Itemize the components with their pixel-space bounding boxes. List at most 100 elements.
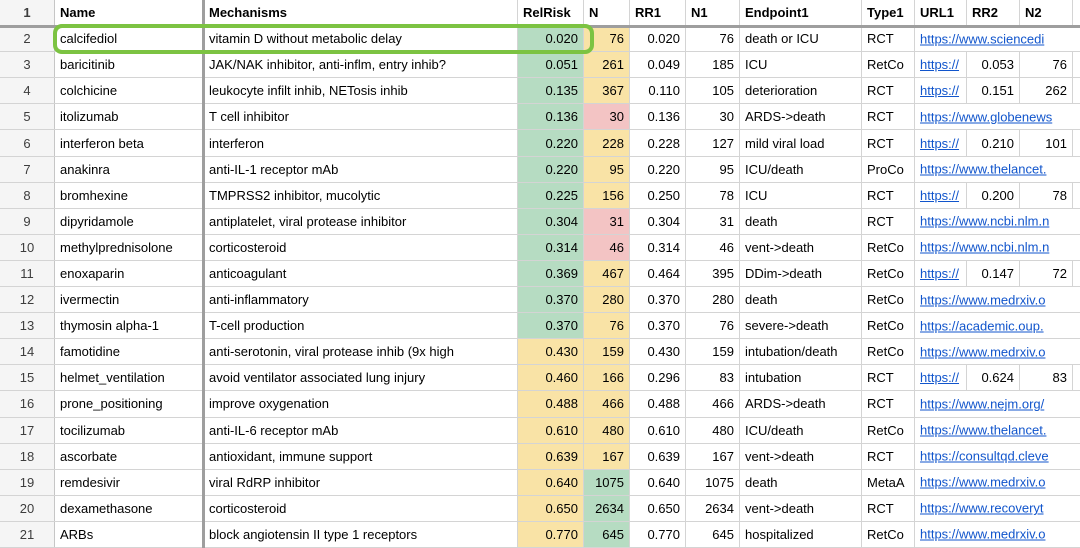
url1-cell[interactable]: https://www.medrxiv.o — [915, 287, 1045, 312]
row-number[interactable]: 20 — [0, 495, 55, 521]
row-number[interactable]: 15 — [0, 365, 55, 391]
n1-cell[interactable]: 395 — [686, 260, 740, 287]
row-number[interactable]: 19 — [0, 469, 55, 495]
type1-cell[interactable]: RCT — [862, 104, 915, 130]
endpoint1-cell[interactable]: ICU/death — [740, 156, 862, 182]
n-cell[interactable]: 480 — [584, 417, 630, 443]
url1-link[interactable]: https:// — [920, 187, 960, 203]
n1-cell[interactable]: 76 — [686, 313, 740, 339]
n1-cell[interactable]: 31 — [686, 208, 740, 234]
name-cell[interactable]: helmet_ventilation — [55, 365, 204, 391]
mechanisms-cell[interactable]: leukocyte infilt inhib, NETosis inhib — [204, 78, 518, 104]
n-cell[interactable]: 2634 — [584, 495, 630, 521]
endpoint1-cell[interactable]: vent->death — [740, 495, 862, 521]
row-number[interactable]: 7 — [0, 156, 55, 182]
endpoint1-cell[interactable]: vent->death — [740, 443, 862, 469]
type1-cell[interactable]: RetCo — [862, 521, 915, 547]
name-cell[interactable]: ARBs — [55, 521, 204, 547]
url1-link[interactable]: https:// — [920, 57, 960, 73]
relrisk-cell[interactable]: 0.370 — [518, 313, 584, 339]
rr2-cell[interactable]: 0.147 — [967, 260, 1020, 287]
endpoint1-cell[interactable]: intubation — [740, 365, 862, 391]
n1-cell[interactable]: 159 — [686, 339, 740, 365]
url1-link[interactable]: https://www.ncbi.nlm.n — [920, 213, 1050, 229]
mechanisms-cell[interactable]: JAK/NAK inhibitor, anti-inflm, entry inh… — [204, 52, 518, 78]
endpoint1-cell[interactable]: death or ICU — [740, 26, 862, 52]
rr2-cell[interactable]: 0.624 — [967, 365, 1020, 391]
relrisk-cell[interactable]: 0.220 — [518, 156, 584, 182]
mechanisms-cell[interactable]: anti-inflammatory — [204, 287, 518, 313]
url1-cell[interactable]: https:// — [915, 130, 967, 156]
n1-cell[interactable]: 83 — [686, 365, 740, 391]
url1-link[interactable]: https:// — [920, 135, 960, 151]
n2-cell[interactable]: 72 — [1020, 260, 1073, 287]
url1-cell[interactable]: https://www.recoveryt — [915, 496, 1044, 521]
mechanisms-cell[interactable]: improve oxygenation — [204, 391, 518, 417]
url1-link[interactable]: https://www.medrxiv.o — [920, 344, 1046, 360]
rr2-cell[interactable]: 0.210 — [967, 130, 1020, 156]
relrisk-cell[interactable]: 0.770 — [518, 521, 584, 547]
endpoint1-cell[interactable]: death — [740, 469, 862, 495]
rr1-cell[interactable]: 0.020 — [630, 26, 686, 52]
url1-link[interactable]: https:// — [920, 370, 960, 386]
relrisk-cell[interactable]: 0.460 — [518, 365, 584, 391]
url1-cell[interactable]: https://www.ncbi.nlm.n — [915, 209, 1049, 234]
rr1-cell[interactable]: 0.430 — [630, 339, 686, 365]
mechanisms-cell[interactable]: T-cell production — [204, 313, 518, 339]
n2-cell[interactable]: 76 — [1020, 52, 1073, 78]
relrisk-cell[interactable]: 0.220 — [518, 130, 584, 156]
n-cell[interactable]: 31 — [584, 208, 630, 234]
name-cell[interactable]: remdesivir — [55, 469, 204, 495]
url1-link[interactable]: https://www.thelancet. — [920, 422, 1047, 438]
name-cell[interactable]: itolizumab — [55, 104, 204, 130]
mechanisms-cell[interactable]: TMPRSS2 inhibitor, mucolytic — [204, 182, 518, 208]
rr2-cell[interactable]: 0.151 — [967, 78, 1020, 104]
endpoint1-cell[interactable]: ICU — [740, 52, 862, 78]
relrisk-cell[interactable]: 0.640 — [518, 469, 584, 495]
name-cell[interactable]: ascorbate — [55, 443, 204, 469]
rr1-cell[interactable]: 0.770 — [630, 521, 686, 547]
mechanisms-cell[interactable]: corticosteroid — [204, 495, 518, 521]
endpoint1-cell[interactable]: ARDS->death — [740, 104, 862, 130]
mechanisms-cell[interactable]: viral RdRP inhibitor — [204, 469, 518, 495]
rr2-cell[interactable]: 0.200 — [967, 182, 1020, 208]
row-number[interactable]: 6 — [0, 130, 55, 156]
n-cell[interactable]: 46 — [584, 234, 630, 260]
url1-cell[interactable]: https://www.thelancet. — [915, 418, 1046, 443]
row-number[interactable]: 12 — [0, 287, 55, 313]
mechanisms-cell[interactable]: anti-IL-1 receptor mAb — [204, 156, 518, 182]
url1-link[interactable]: https://www.recoveryt — [920, 500, 1044, 516]
row-number[interactable]: 2 — [0, 26, 55, 52]
mechanisms-cell[interactable]: corticosteroid — [204, 234, 518, 260]
col-header-endpoint1[interactable]: Endpoint1 — [740, 0, 862, 26]
name-cell[interactable]: colchicine — [55, 78, 204, 104]
name-cell[interactable]: tocilizumab — [55, 417, 204, 443]
mechanisms-cell[interactable]: anti-IL-6 receptor mAb — [204, 417, 518, 443]
col-header-url1[interactable]: URL1 — [915, 0, 967, 26]
url1-cell[interactable]: https:// — [915, 365, 967, 391]
n-cell[interactable]: 280 — [584, 287, 630, 313]
col-header-rr2[interactable]: RR2 — [967, 0, 1020, 26]
rr1-cell[interactable]: 0.314 — [630, 234, 686, 260]
name-cell[interactable]: anakinra — [55, 156, 204, 182]
type1-cell[interactable]: RetCo — [862, 417, 915, 443]
url1-cell[interactable]: https:// — [915, 260, 967, 287]
n-cell[interactable]: 467 — [584, 260, 630, 287]
row-number-header[interactable]: 1 — [0, 0, 55, 26]
type1-cell[interactable]: RetCo — [862, 339, 915, 365]
row-number[interactable]: 13 — [0, 313, 55, 339]
type1-cell[interactable]: RCT — [862, 78, 915, 104]
name-cell[interactable]: interferon beta — [55, 130, 204, 156]
type1-cell[interactable]: RetCo — [862, 287, 915, 313]
n1-cell[interactable]: 95 — [686, 156, 740, 182]
row-number[interactable]: 14 — [0, 339, 55, 365]
relrisk-cell[interactable]: 0.639 — [518, 443, 584, 469]
url1-cell[interactable]: https://www.medrxiv.o — [915, 470, 1045, 495]
n-cell[interactable]: 76 — [584, 26, 630, 52]
type1-cell[interactable]: RCT — [862, 182, 915, 208]
type1-cell[interactable]: ProCo — [862, 156, 915, 182]
relrisk-cell[interactable]: 0.225 — [518, 182, 584, 208]
rr2-cell[interactable]: 0.053 — [967, 52, 1020, 78]
n-cell[interactable]: 466 — [584, 391, 630, 417]
url1-link[interactable]: https://www.thelancet. — [920, 161, 1047, 177]
